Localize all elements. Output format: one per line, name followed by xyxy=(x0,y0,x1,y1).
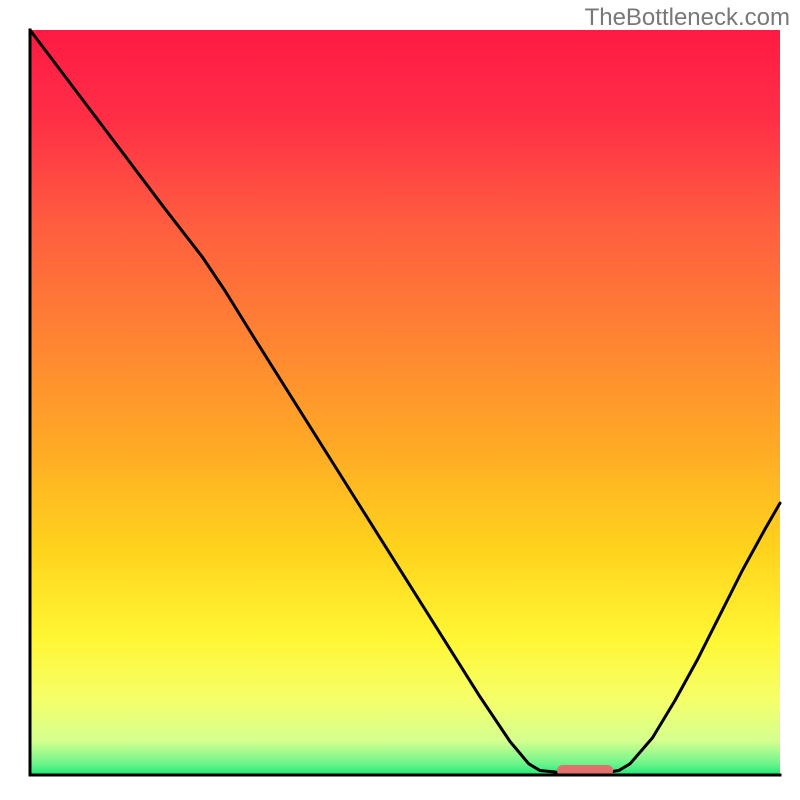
watermark-label: TheBottleneck.com xyxy=(585,4,790,32)
chart-container: TheBottleneck.com xyxy=(0,0,800,800)
plot-background xyxy=(30,30,780,775)
bottleneck-chart xyxy=(0,0,800,800)
